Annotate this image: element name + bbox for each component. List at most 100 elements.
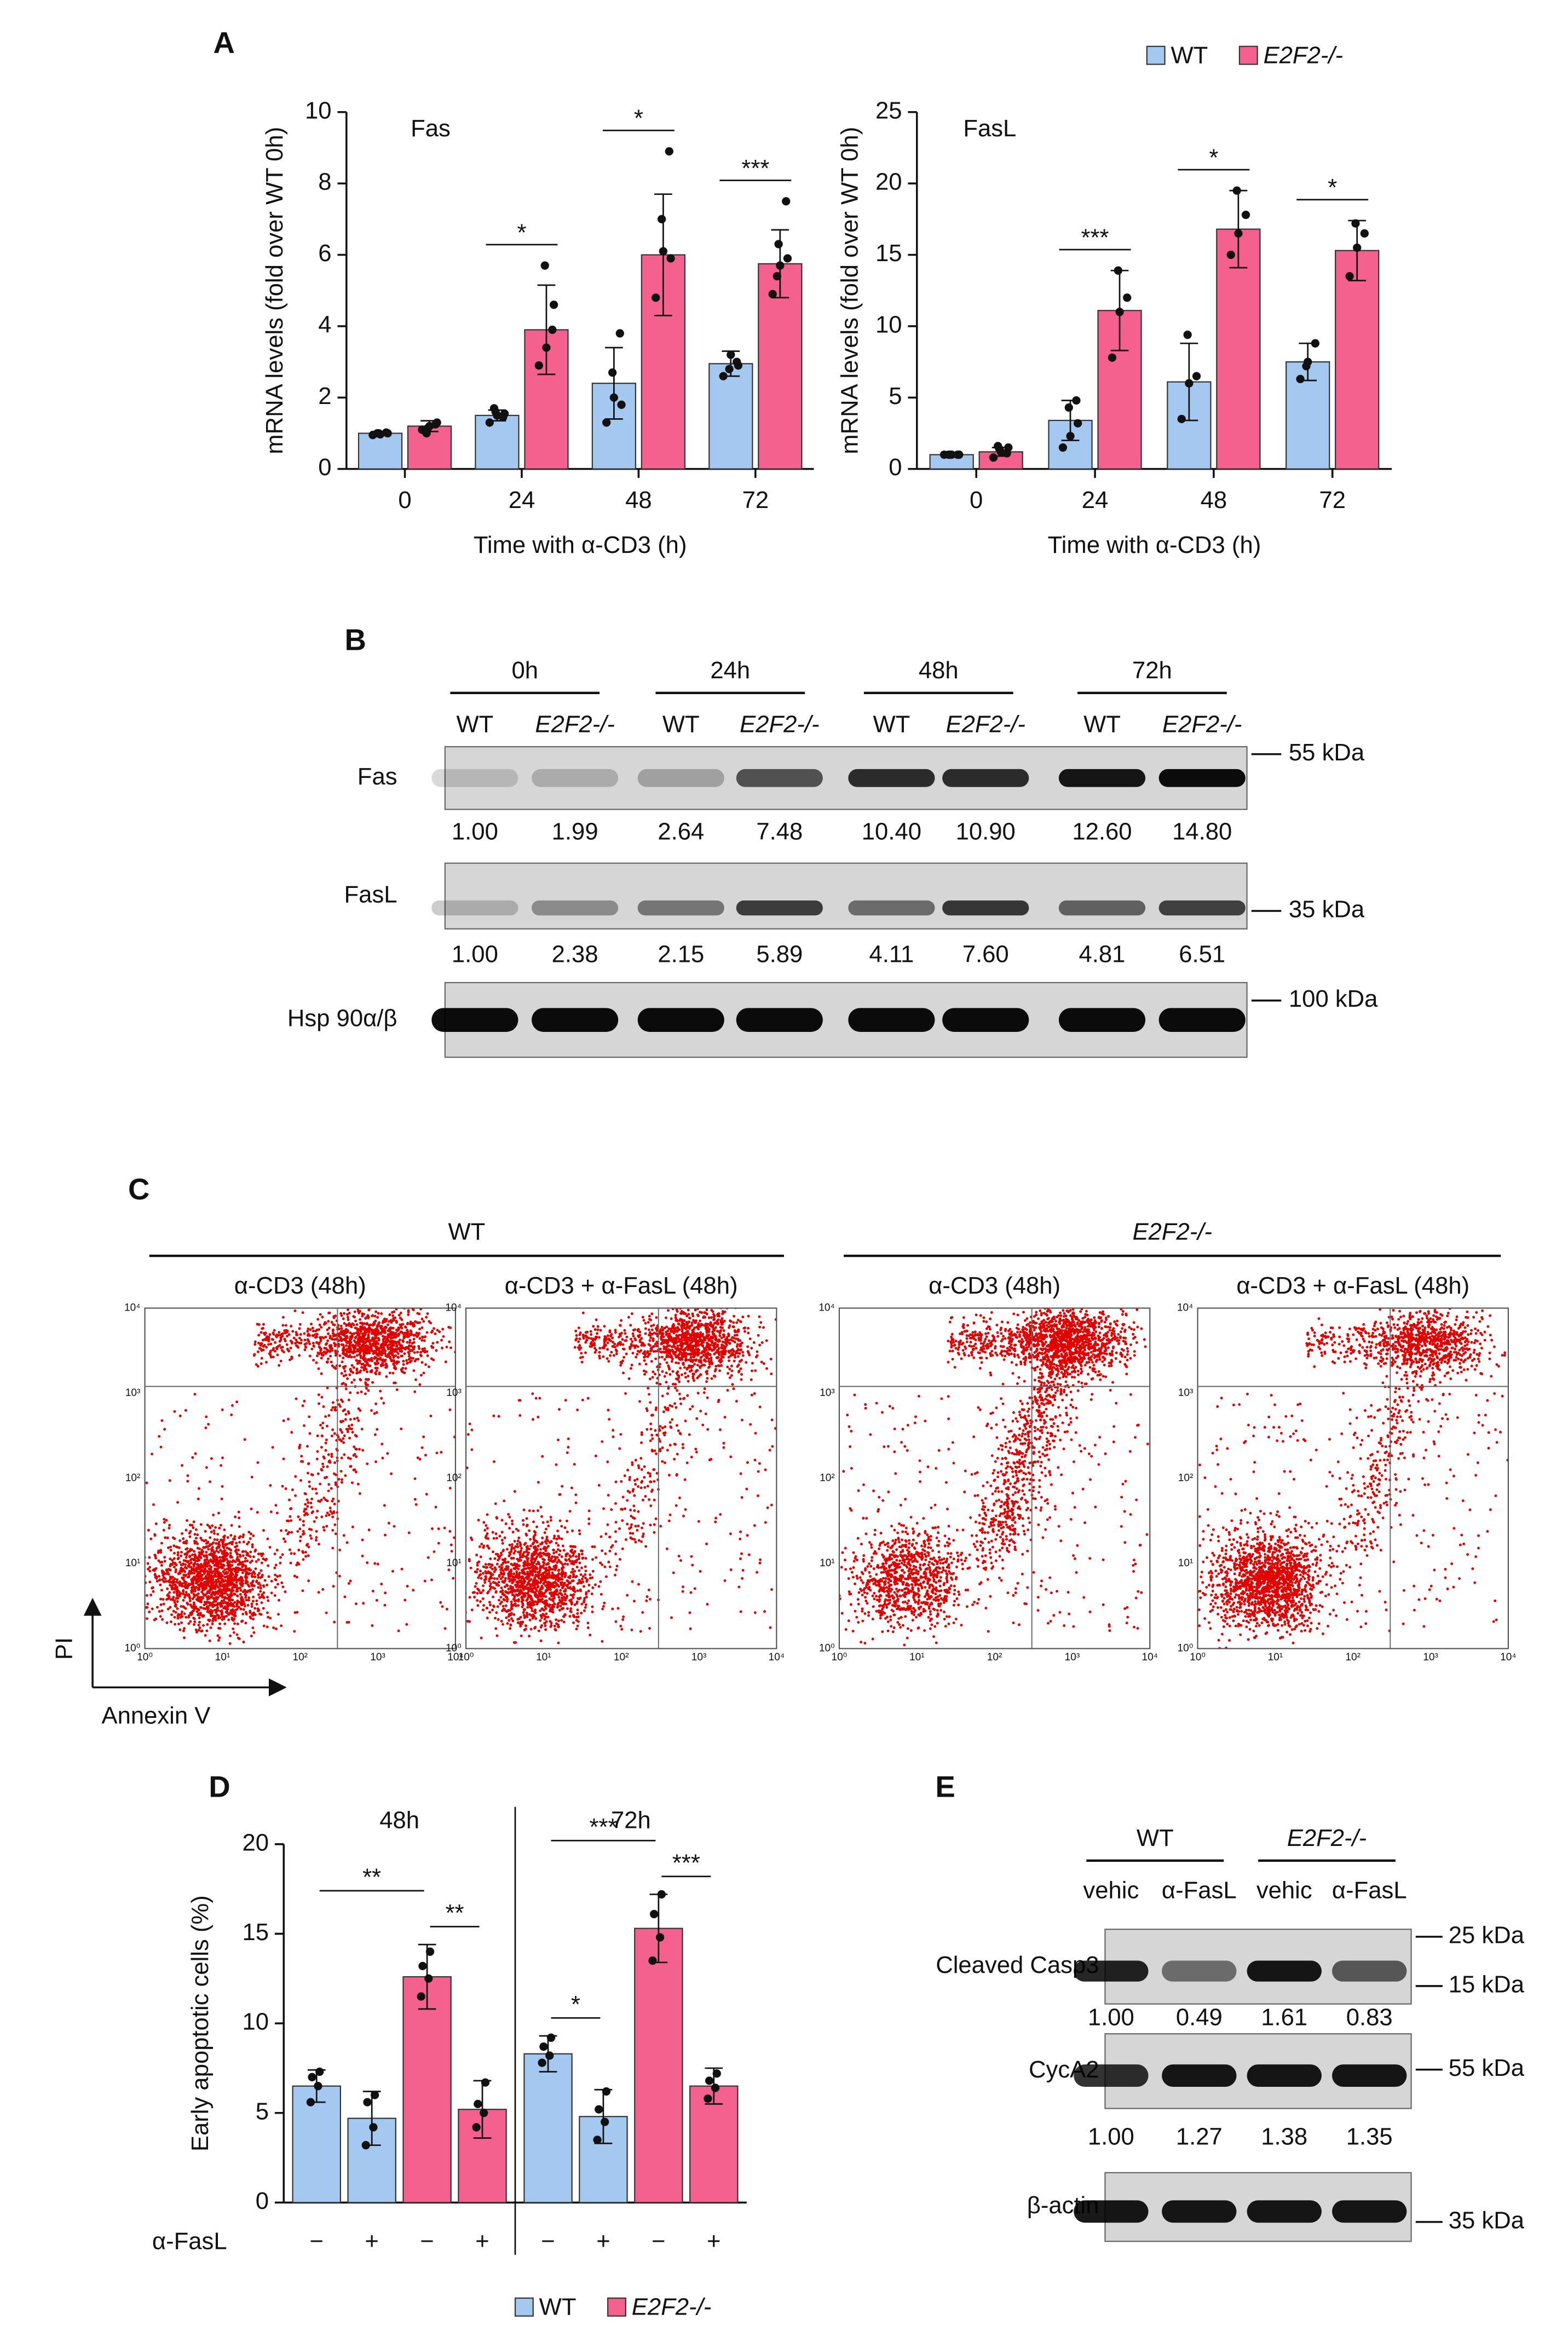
event (354, 1345, 357, 1348)
event (217, 1566, 221, 1569)
event (499, 1602, 502, 1606)
event (351, 1345, 355, 1348)
event (221, 1596, 224, 1599)
event (341, 1382, 344, 1386)
event (383, 1348, 386, 1351)
event (537, 1553, 540, 1556)
event (531, 1609, 534, 1612)
event (253, 1340, 257, 1343)
event (339, 1324, 343, 1328)
event (397, 1629, 400, 1632)
event (379, 1291, 382, 1294)
event (198, 1600, 201, 1603)
event (207, 1548, 210, 1551)
event (195, 1574, 198, 1578)
event (545, 1527, 547, 1531)
event (287, 1417, 290, 1421)
event (602, 1605, 605, 1608)
event (489, 1566, 492, 1569)
event (197, 1588, 200, 1591)
event (349, 1348, 352, 1351)
bar (708, 363, 753, 470)
event (492, 1550, 494, 1554)
event (188, 1600, 192, 1602)
band (1058, 900, 1146, 916)
event (325, 1476, 328, 1479)
event (173, 1551, 176, 1555)
event (544, 1590, 547, 1593)
event (349, 1465, 353, 1468)
x-tick-label: 24 (509, 487, 535, 513)
x-tick-label: 10² (292, 1652, 308, 1663)
event (234, 1560, 237, 1563)
event (366, 1370, 368, 1374)
event (416, 1351, 419, 1354)
event (411, 1321, 414, 1325)
event (290, 1431, 293, 1434)
event (441, 1605, 444, 1608)
event (393, 1525, 396, 1528)
event (499, 1577, 503, 1580)
event (208, 1639, 211, 1642)
event (456, 1549, 458, 1551)
event (162, 1598, 165, 1601)
event (239, 1607, 243, 1611)
event (532, 1613, 535, 1617)
event (564, 1572, 567, 1575)
event (523, 1560, 527, 1563)
event (559, 1589, 562, 1592)
event (353, 1332, 356, 1335)
event (197, 1555, 200, 1559)
event (259, 1590, 262, 1593)
y-axis-label: mRNA levels (fold over WT 0h) (836, 127, 863, 454)
event (508, 1515, 511, 1519)
event (252, 1555, 255, 1559)
event (373, 1412, 376, 1415)
event (226, 1571, 229, 1574)
band (1332, 2200, 1407, 2223)
event (420, 1326, 424, 1329)
event (269, 1484, 272, 1487)
event (508, 1619, 511, 1622)
event (345, 1352, 348, 1355)
event (520, 1549, 522, 1553)
event (517, 1577, 520, 1580)
event (217, 1574, 221, 1578)
event (157, 1559, 160, 1562)
event (203, 1555, 206, 1558)
event (366, 1358, 370, 1361)
legend-swatch (1146, 45, 1166, 65)
event (501, 1591, 504, 1595)
event (383, 1603, 387, 1607)
event (482, 1589, 485, 1592)
event (256, 1609, 260, 1613)
event (252, 1570, 255, 1573)
event (334, 1406, 337, 1409)
marker-label: 25 kDa (1449, 1921, 1525, 1948)
event (322, 1528, 326, 1532)
event (182, 1559, 186, 1562)
event (556, 1530, 560, 1533)
event (205, 1545, 208, 1548)
event (235, 1542, 238, 1545)
event (387, 1323, 389, 1326)
event (169, 1578, 172, 1581)
event (287, 1333, 291, 1336)
event (539, 1609, 542, 1612)
event (318, 1323, 321, 1326)
event (546, 1586, 550, 1589)
y-tick-label: 10 (875, 311, 902, 338)
event (223, 1615, 226, 1618)
event (257, 1558, 260, 1561)
event (244, 1573, 247, 1576)
event (419, 1374, 423, 1377)
event (226, 1606, 229, 1609)
event (173, 1410, 176, 1413)
data-point (609, 393, 619, 402)
event (411, 1349, 414, 1352)
row-label: Fas (358, 763, 397, 790)
event (345, 1313, 349, 1316)
event (402, 1360, 405, 1363)
event (213, 1569, 216, 1573)
